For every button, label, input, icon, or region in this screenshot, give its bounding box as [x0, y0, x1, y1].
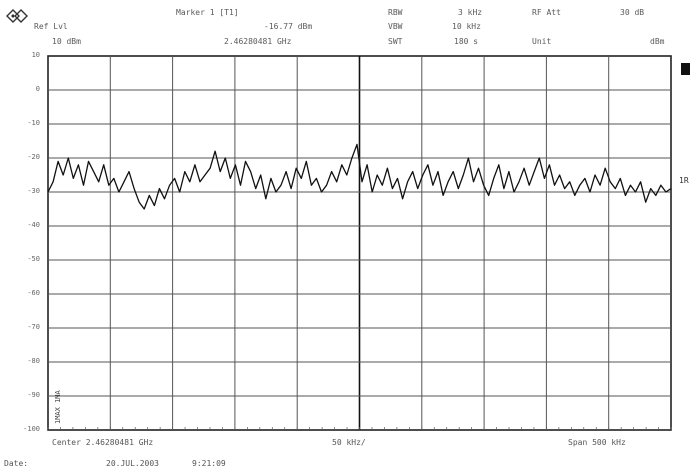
y-tick-label: 0 — [35, 85, 40, 93]
unit-value: dBm — [650, 37, 665, 46]
y-tick-label: -40 — [27, 221, 40, 229]
y-tick-label: -30 — [27, 187, 40, 195]
unit-label: Unit — [532, 37, 552, 46]
y-tick-label: -60 — [27, 289, 40, 297]
center-frequency: Center 2.46280481 GHz — [52, 438, 154, 447]
brand-logo-icon — [6, 9, 28, 23]
date-value: 20.JUL.2003 — [106, 459, 159, 468]
side-marker-label: 1R — [679, 176, 689, 185]
frequency-per-division: 50 kHz/ — [332, 438, 366, 447]
ref-level-value: 10 dBm — [52, 37, 81, 46]
marker-label: Marker 1 [T1] — [176, 8, 239, 17]
overload-indicator — [681, 63, 690, 75]
trace-line — [47, 143, 672, 210]
swt-value: 180 s — [454, 37, 479, 46]
y-tick-label: -10 — [27, 119, 40, 127]
y-tick-label: -20 — [27, 153, 40, 161]
y-tick-label: -100 — [23, 425, 40, 433]
trace-mode-label: 1MAX 1MA — [54, 389, 62, 424]
date-label: Date: — [4, 459, 29, 468]
ref-level-label: Ref Lvl — [34, 22, 68, 31]
y-tick-label: 10 — [31, 51, 40, 59]
rbw-value: 3 kHz — [458, 8, 483, 17]
time-value: 9:21:09 — [192, 459, 226, 468]
y-tick-label: -70 — [27, 323, 40, 331]
marker-frequency: 2.46280481 GHz — [224, 37, 292, 46]
rbw-label: RBW — [388, 8, 403, 17]
y-tick-label: -80 — [27, 357, 40, 365]
marker-level: -16.77 dBm — [264, 22, 313, 31]
rf-att-value: 30 dB — [620, 8, 645, 17]
rf-att-label: RF Att — [532, 8, 561, 17]
vbw-label: VBW — [388, 22, 403, 31]
vbw-value: 10 kHz — [452, 22, 481, 31]
y-tick-label: -90 — [27, 391, 40, 399]
swt-label: SWT — [388, 37, 403, 46]
span-label: Span 500 kHz — [568, 438, 626, 447]
y-tick-label: -50 — [27, 255, 40, 263]
